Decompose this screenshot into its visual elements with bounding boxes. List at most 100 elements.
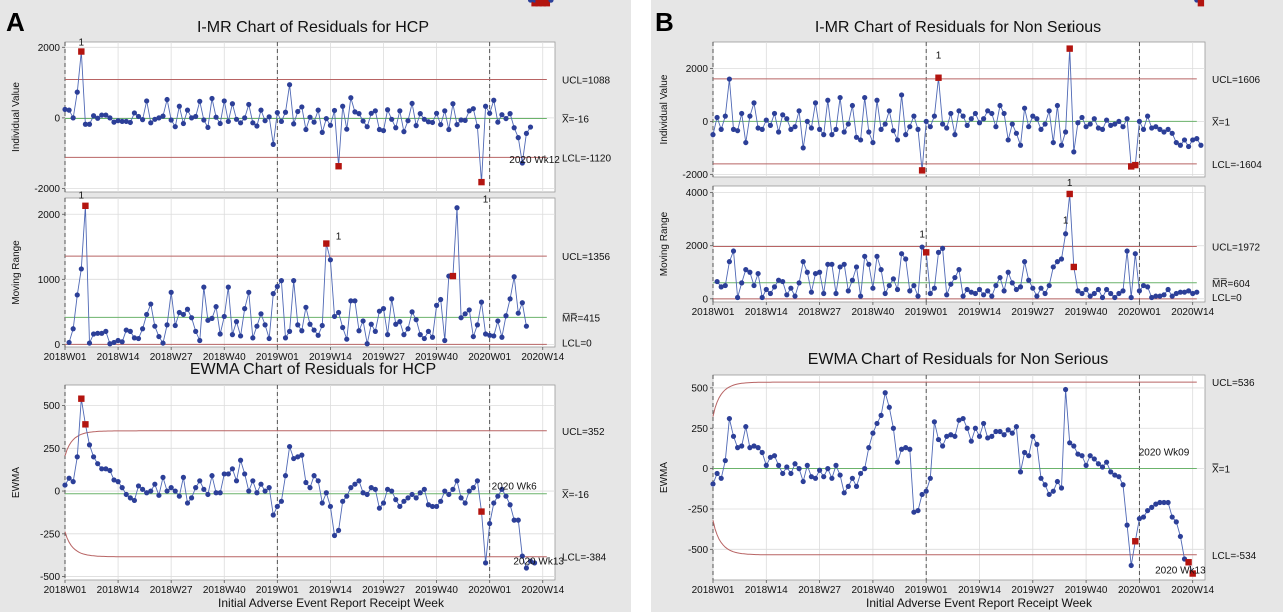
B-ewma-data-point — [788, 470, 794, 477]
A-ewma-data-point — [507, 502, 513, 508]
A-moving-range-y-tick-label: 0 — [54, 340, 60, 351]
B-ewma-data-point — [1067, 440, 1073, 446]
A-moving-range-data-point — [417, 332, 423, 338]
B-moving-range-out-of-control-point — [923, 249, 930, 256]
A-ewma-data-point — [446, 491, 452, 498]
A-ewma-y-tick-label: -250 — [40, 529, 60, 540]
A-moving-range-data-point — [201, 284, 207, 290]
A-individual-test-label: 1 — [79, 38, 85, 49]
A-ewma-data-point — [254, 490, 260, 496]
B-ewma-x-tick-label: 2019W01 — [905, 585, 948, 596]
B-ewma-x-tick-label: 2018W01 — [692, 585, 735, 596]
A-moving-range-data-point — [413, 317, 419, 323]
A-moving-range-x-tick-label: 2018W14 — [97, 352, 140, 363]
B-individual-data-point — [968, 116, 974, 122]
A-individual-data-point — [225, 118, 231, 125]
A-ewma-data-point — [433, 503, 440, 510]
A-individual-data-point — [250, 120, 256, 126]
B-moving-range-x-tick-label: 2018W40 — [851, 307, 894, 318]
A-ewma-data-point — [229, 466, 236, 472]
B-ewma-data-point — [1087, 453, 1093, 459]
B-moving-range-data-point — [1030, 285, 1036, 291]
A-moving-range-x-tick-label: 2018W27 — [150, 352, 193, 363]
B-individual-data-point — [862, 94, 868, 101]
B-individual-out-of-control-point — [935, 74, 942, 81]
A-moving-range-data-point — [299, 328, 305, 334]
A-moving-range-data-point — [454, 205, 460, 211]
A-individual-annotation: 2020 Wk12 — [509, 155, 560, 166]
A-moving-range-data-point — [348, 298, 354, 304]
A-moving-range-data-point — [295, 322, 301, 328]
B-moving-range-data-point — [792, 293, 798, 299]
A-moving-range-data-point — [291, 278, 297, 284]
B-individual-data-point — [1026, 124, 1032, 130]
B-ewma-data-point — [718, 475, 724, 481]
B-individual-data-point — [759, 126, 765, 132]
A-individual-data-point — [221, 98, 227, 104]
B-ewma-data-point — [862, 466, 868, 472]
B-individual-data-point — [1165, 126, 1171, 132]
A-individual-data-point — [282, 109, 289, 115]
A-moving-range-data-point — [188, 315, 195, 321]
B-moving-range-data-point — [804, 269, 810, 275]
B-ewma-data-point — [972, 425, 979, 431]
A-ewma-data-point — [262, 488, 268, 494]
B-moving-range-data-point — [1161, 292, 1167, 298]
B-moving-range-data-point — [1075, 288, 1081, 294]
A-individual-data-point — [429, 119, 436, 126]
A-individual-data-point — [315, 107, 321, 113]
A-moving-range-data-point — [307, 321, 313, 327]
A-ewma-data-point — [442, 488, 448, 494]
B-ewma-data-point — [780, 470, 786, 477]
A-moving-range-data-point — [429, 334, 436, 340]
A-individual-data-point — [372, 108, 378, 114]
A-ewma-data-point — [90, 454, 97, 460]
B-ewma-data-point — [985, 435, 991, 441]
B-moving-range-panel — [710, 0, 1206, 305]
A-individual-data-point — [62, 106, 68, 113]
B-ewma-data-point — [903, 445, 909, 451]
A-ewma-data-point — [274, 503, 280, 510]
A-ewma-data-point — [323, 490, 329, 496]
B-moving-range-out-of-control-point — [1070, 263, 1077, 271]
B-moving-range-data-point — [1001, 288, 1007, 294]
B-ewma-data-point — [952, 433, 958, 439]
B-individual-data-point — [849, 102, 856, 109]
A-ewma-data-point — [515, 517, 521, 523]
A-ewma-data-point — [148, 488, 154, 494]
A-moving-range-data-point — [499, 334, 505, 340]
A-ewma-data-point — [393, 497, 399, 503]
B-individual-data-point — [817, 126, 823, 132]
A-ewma-data-point — [213, 490, 219, 496]
B-individual-y-tick-label: 0 — [702, 117, 708, 128]
B-moving-range-center-label: M̅R̅=604 — [1212, 278, 1251, 290]
B-ewma-data-point — [1157, 499, 1163, 506]
A-individual-data-point — [176, 103, 182, 109]
A-moving-range-data-point — [90, 331, 97, 337]
B-ewma-data-point — [894, 459, 901, 465]
A-individual-data-point — [115, 118, 121, 124]
B-moving-range-data-point — [1099, 294, 1106, 301]
B-individual-data-point — [833, 126, 839, 132]
A-moving-range-data-point — [433, 302, 440, 308]
A-moving-range-data-point — [340, 324, 346, 331]
A-moving-range-out-of-control-point — [449, 272, 457, 280]
A-individual-y-tick-label: 0 — [54, 113, 60, 124]
A-moving-range-data-point — [491, 333, 497, 339]
A-moving-range-data-point — [495, 318, 501, 324]
A-ewma-data-point — [127, 495, 133, 501]
A-moving-range-data-point — [193, 328, 199, 334]
B-moving-range-plot-area — [712, 185, 1206, 303]
A-individual-data-point — [95, 115, 101, 121]
B-moving-range-data-point — [993, 282, 999, 289]
A-individual-data-point — [482, 103, 489, 109]
B-individual-data-point — [1153, 124, 1159, 130]
B-ewma-data-point — [845, 483, 851, 489]
A-individual-data-point — [266, 114, 272, 120]
A-individual-out-of-control-point — [335, 163, 342, 170]
A-individual-data-point — [311, 119, 317, 125]
B-moving-range-data-point — [903, 256, 909, 262]
B-moving-range-data-point — [796, 280, 802, 286]
B-individual-y-axis-label: Individual Value — [659, 74, 670, 144]
B-individual-data-point — [1140, 126, 1147, 132]
